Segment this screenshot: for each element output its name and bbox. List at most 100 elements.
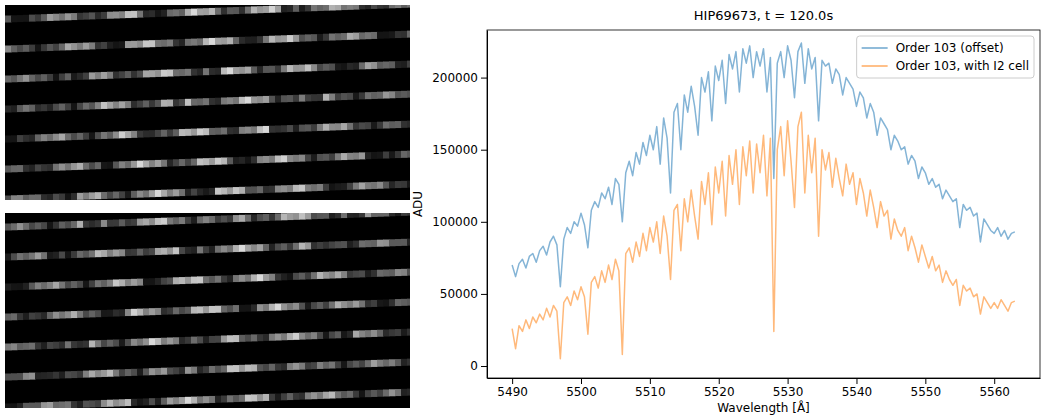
order-trace [353,301,360,308]
order-trace [53,222,60,229]
order-trace [287,333,294,340]
order-trace [173,217,180,224]
order-trace [347,33,354,40]
order-trace [233,37,240,44]
order-trace [395,91,402,98]
order-trace [245,97,252,104]
order-trace [173,39,180,46]
order-trace [329,5,336,11]
tick-label: 200000 [432,71,478,85]
order-trace [101,280,108,287]
order-trace [137,279,144,286]
order-trace [227,67,234,74]
order-trace [137,191,144,198]
order-trace [317,242,324,249]
order-trace [305,242,312,249]
order-trace [47,104,54,111]
order-trace [113,280,120,287]
order-trace [83,73,90,80]
order-trace [179,129,186,136]
order-trace [275,214,282,221]
order-trace [221,128,228,135]
order-trace [287,303,294,310]
order-trace [59,282,66,289]
order-trace [365,5,372,9]
order-trace [263,244,270,251]
order-trace [29,313,36,320]
order-trace [233,395,240,402]
order-trace [275,394,282,401]
order-trace [269,394,276,401]
spectrum-line [512,112,1015,359]
order-trace [269,66,276,73]
tick: 200000 [432,71,487,85]
order-trace [293,95,300,102]
order-trace [35,252,42,259]
order-trace [275,96,282,103]
order-trace [407,213,410,216]
order-trace [149,218,156,225]
order-trace [335,93,342,100]
order-trace [365,270,372,277]
order-trace [65,163,72,170]
order-trace [281,333,288,340]
order-trace [281,213,288,220]
order-trace [395,269,402,276]
order-trace [263,186,270,193]
plot-frame [487,30,1040,378]
order-trace [107,12,114,19]
order-trace [371,240,378,247]
order-trace [347,93,354,100]
order-trace [119,369,126,376]
order-trace [17,105,24,112]
order-trace [293,5,300,12]
image-background [5,213,410,408]
order-trace [149,248,156,255]
order-trace [359,390,366,397]
order-trace [47,312,54,319]
order-trace [347,183,354,190]
order-trace [323,302,330,309]
order-trace [251,274,258,281]
order-trace [377,32,384,39]
order-trace [383,330,390,337]
order-trace [293,243,300,250]
order-trace [119,399,126,406]
order-trace [53,134,60,141]
order-trace [317,34,324,41]
order-trace [161,308,168,315]
order-trace [257,66,264,73]
order-trace [23,223,30,230]
order-trace [107,220,114,227]
tick-mark [581,378,582,384]
order-trace [317,124,324,131]
order-trace [407,389,410,396]
order-trace [167,130,174,137]
order-trace [281,155,288,162]
order-trace [221,336,228,343]
order-trace [71,103,78,110]
order-trace [257,394,264,401]
order-trace [347,361,354,368]
order-trace [17,403,24,408]
order-trace [5,374,12,381]
order-trace [47,74,54,81]
order-trace [257,364,264,371]
order-trace [47,222,54,229]
order-trace [101,102,108,109]
order-trace [107,400,114,407]
order-trace [155,398,162,405]
order-trace [41,402,48,408]
order-trace [215,246,222,253]
order-trace [371,32,378,39]
order-trace [149,100,156,107]
order-trace [323,272,330,279]
order-trace [359,182,366,189]
order-trace [329,332,336,339]
order-trace [77,371,84,378]
order-trace [95,280,102,287]
order-trace [59,134,66,141]
order-trace [191,69,198,76]
order-trace [137,219,144,226]
order-trace [35,372,42,379]
